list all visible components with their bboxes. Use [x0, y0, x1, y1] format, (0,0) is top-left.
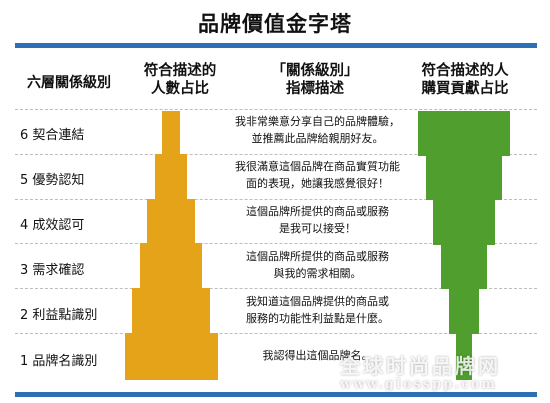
description-line: 是我可以接受！: [279, 222, 356, 235]
inverted-step-3: [441, 243, 487, 289]
pyramid-step-6: [162, 111, 180, 156]
level-label-2: 2 利益點識別: [20, 308, 98, 323]
header-orange-line1: 符合描述的: [143, 63, 217, 79]
watermark-line1: 全球时尚品牌网: [340, 354, 501, 378]
header-orange: 符合描述的 人數占比: [125, 62, 235, 98]
level-label-3: 3 需求確認: [20, 263, 85, 278]
pyramid-step-5: [155, 154, 187, 200]
inverted-step-1: [456, 333, 472, 380]
description-line: 服務的功能性利益點是什麼。: [246, 312, 389, 325]
description-line: 我非常樂意分享自己的品牌體驗，: [235, 115, 400, 128]
header-mid-line1: 「關係級別」: [271, 63, 359, 79]
level-description-4: 這個品牌所提供的商品或服務 是我可以接受！: [225, 203, 410, 237]
level-description-6: 我非常樂意分享自己的品牌體驗， 並推薦此品牌給親朋好友。: [225, 113, 410, 147]
level-label-4: 4 成效認可: [20, 218, 85, 233]
row-divider: [15, 243, 537, 244]
description-line: 我知道這個品牌提供的商品或: [246, 295, 389, 308]
pyramid-step-1: [125, 333, 218, 380]
header-orange-line2: 人數占比: [151, 81, 209, 97]
level-label-1: 1 品牌名識別: [20, 354, 98, 369]
level-label-5: 5 優勢認知: [20, 173, 85, 188]
pyramid-step-3: [140, 243, 202, 289]
description-line: 這個品牌所提供的商品或服務: [246, 205, 389, 218]
header-green-line1: 符合描述的人: [421, 63, 509, 79]
description-line: 並推薦此品牌給親朋好友。: [251, 132, 384, 145]
header-mid-line2: 指標描述: [286, 81, 344, 97]
description-line: 我很滿意這個品牌在商品實質功能: [235, 160, 400, 173]
row-divider: [15, 199, 537, 200]
inverted-step-2: [449, 288, 479, 334]
level-description-1: 我認得出這個品牌名。: [225, 347, 410, 364]
row-divider: [15, 109, 537, 110]
header-levels: 六層關係級別: [27, 75, 111, 91]
description-line: 面的表現，她讓我感覺很好！: [246, 177, 389, 190]
inverted-step-5: [426, 154, 502, 200]
row-divider: [15, 333, 537, 334]
bottom-border: [15, 392, 537, 397]
level-description-5: 我很滿意這個品牌在商品實質功能 面的表現，她讓我感覺很好！: [225, 158, 410, 192]
inverted-step-4: [433, 199, 495, 245]
pyramid-step-4: [147, 199, 195, 245]
header-green: 符合描述的人 購買貢獻占比: [400, 62, 530, 98]
description-line: 這個品牌所提供的商品或服務: [246, 250, 389, 263]
level-label-6: 6 契合連結: [20, 128, 85, 143]
header-mid: 「關係級別」 指標描述: [255, 62, 375, 98]
watermark: 全球时尚品牌网 www.glosspp.com: [340, 350, 550, 392]
pyramid-step-2: [132, 288, 210, 334]
title-underline: [15, 43, 537, 48]
watermark-line2: www.glosspp.com: [340, 377, 498, 392]
description-line: 我認得出這個品牌名。: [262, 349, 373, 362]
level-description-2: 我知道這個品牌提供的商品或 服務的功能性利益點是什麼。: [225, 293, 410, 327]
description-line: 與我的需求相關。: [273, 267, 362, 280]
row-divider: [15, 288, 537, 289]
inverted-step-6: [418, 111, 510, 156]
header-green-line2: 購買貢獻占比: [421, 81, 509, 97]
diagram-title: 品牌價值金字塔: [198, 12, 352, 36]
level-description-3: 這個品牌所提供的商品或服務 與我的需求相關。: [225, 248, 410, 282]
row-divider: [15, 154, 537, 155]
